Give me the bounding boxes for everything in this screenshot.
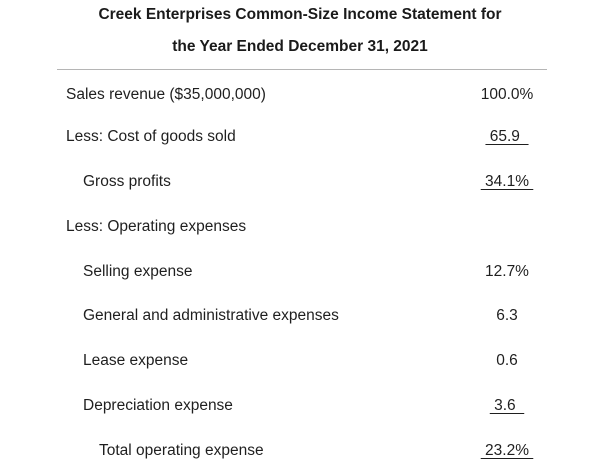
row-label: Total operating expense <box>99 442 264 459</box>
row-total-operating-expense: Total operating expense 23.2% <box>0 442 600 466</box>
row-value: 65.9 <box>485 128 529 145</box>
row-sales-revenue: Sales revenue ($35,000,000) 100.0% <box>0 86 600 110</box>
row-cost-of-goods-sold: Less: Cost of goods sold 65.9 <box>0 128 600 152</box>
row-gross-profits: Gross profits 34.1% <box>0 173 600 197</box>
row-value: 3.6 <box>489 397 525 414</box>
statement-title-line-1: Creek Enterprises Common-Size Income Sta… <box>98 6 502 23</box>
row-label: Lease expense <box>83 352 189 369</box>
row-label: Sales revenue ($35,000,000) <box>66 86 266 103</box>
row-general-admin-expenses: General and administrative expenses 6.3 <box>0 307 600 331</box>
row-lease-expense: Lease expense 0.6 <box>0 352 600 376</box>
row-operating-expenses-heading: Less: Operating expenses <box>0 218 600 242</box>
row-depreciation-expense: Depreciation expense 3.6 <box>0 397 600 421</box>
row-label: Less: Operating expenses <box>66 218 247 235</box>
row-label: Depreciation expense <box>83 397 233 414</box>
row-label: Less: Cost of goods sold <box>66 128 236 145</box>
row-label: General and administrative expenses <box>83 307 339 324</box>
row-value: 12.7% <box>485 263 529 280</box>
row-value: 100.0% <box>480 86 534 103</box>
statement-title-line-2: the Year Ended December 31, 2021 <box>172 38 428 55</box>
row-value: 6.3 <box>496 307 518 324</box>
row-value: 0.6 <box>496 352 518 369</box>
row-label: Gross profits <box>83 173 171 190</box>
row-label: Selling expense <box>83 263 193 280</box>
row-selling-expense: Selling expense 12.7% <box>0 263 600 287</box>
row-value: 23.2% <box>480 442 534 459</box>
header-divider <box>57 69 547 70</box>
row-value: 34.1% <box>480 173 534 190</box>
